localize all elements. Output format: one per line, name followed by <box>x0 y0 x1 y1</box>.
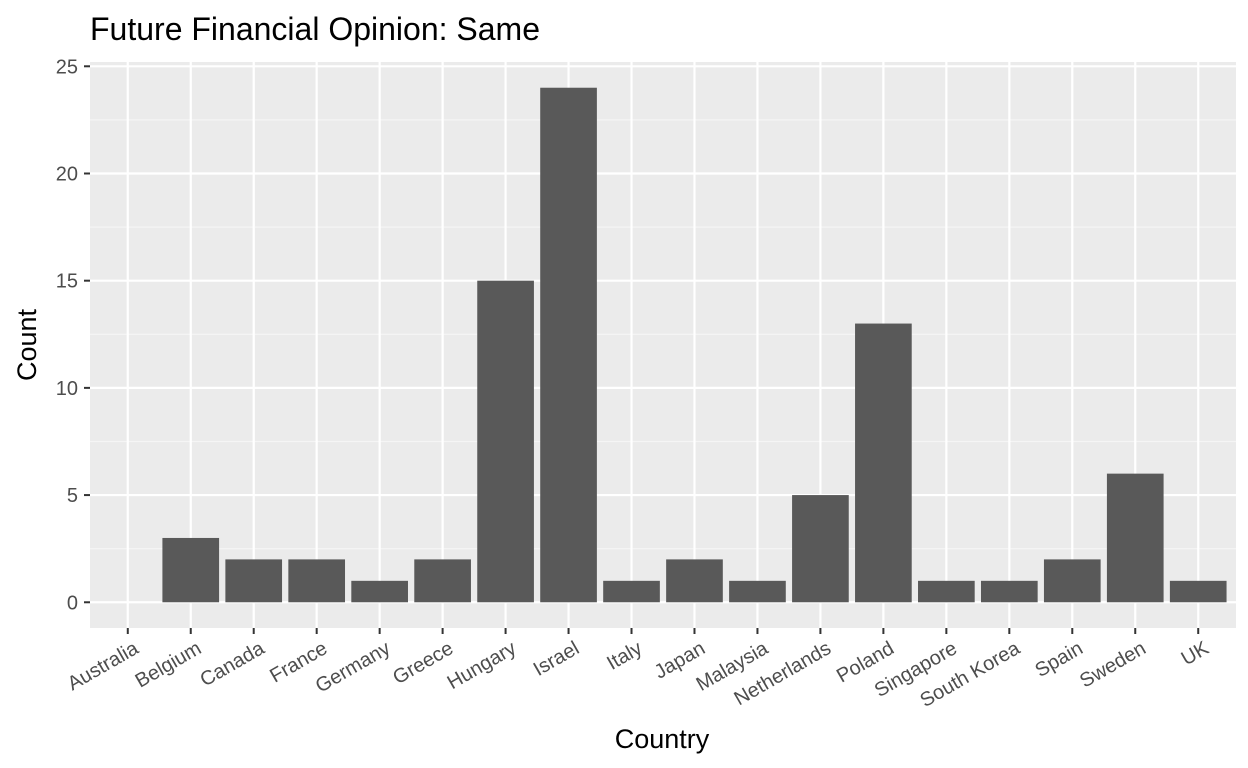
x-tick-label: Hungary <box>444 637 520 694</box>
bar-italy <box>603 580 660 603</box>
x-axis-title: Country <box>615 724 710 754</box>
x-tick-label: UK <box>1178 637 1214 670</box>
bar-germany <box>351 580 408 603</box>
bar-greece <box>414 559 471 603</box>
bar-poland <box>855 323 912 603</box>
bar-south-korea <box>980 580 1038 603</box>
minor-gridlines <box>90 119 1236 550</box>
bars <box>162 87 1227 603</box>
y-tick-label: 5 <box>67 485 78 507</box>
chart-title: Future Financial Opinion: Same <box>90 11 540 47</box>
bar-france <box>288 559 346 603</box>
y-axis: 0 5 10 15 20 25 <box>56 56 90 614</box>
y-tick-label: 10 <box>56 378 78 400</box>
x-tick-label: Canada <box>197 637 269 692</box>
bar-japan <box>666 559 723 603</box>
y-tick-label: 20 <box>56 163 78 185</box>
x-tick-label: Sweden <box>1076 637 1150 692</box>
bar-sweden <box>1106 473 1164 603</box>
bar-netherlands <box>792 495 849 603</box>
bar-israel <box>540 87 597 603</box>
y-axis-title: Count <box>12 308 42 381</box>
x-axis: AustraliaBelgiumCanadaFranceGermanyGreec… <box>64 628 1213 712</box>
x-tick-label: Italy <box>603 637 646 674</box>
plot-panel <box>90 62 1236 628</box>
bar-malaysia <box>729 580 786 603</box>
bar-canada <box>225 559 283 603</box>
bar-spain <box>1043 559 1101 603</box>
bar-singapore <box>918 580 975 603</box>
x-tick-label: Israel <box>530 637 583 681</box>
bar-uk <box>1169 580 1227 603</box>
y-tick-label: 25 <box>56 56 78 78</box>
y-tick-label: 15 <box>56 271 78 293</box>
x-tick-label: Belgium <box>132 637 206 692</box>
bar-belgium <box>162 537 220 603</box>
bar-hungary <box>477 280 534 603</box>
y-tick-label: 0 <box>67 592 78 614</box>
x-tick-label: Australia <box>64 637 143 695</box>
